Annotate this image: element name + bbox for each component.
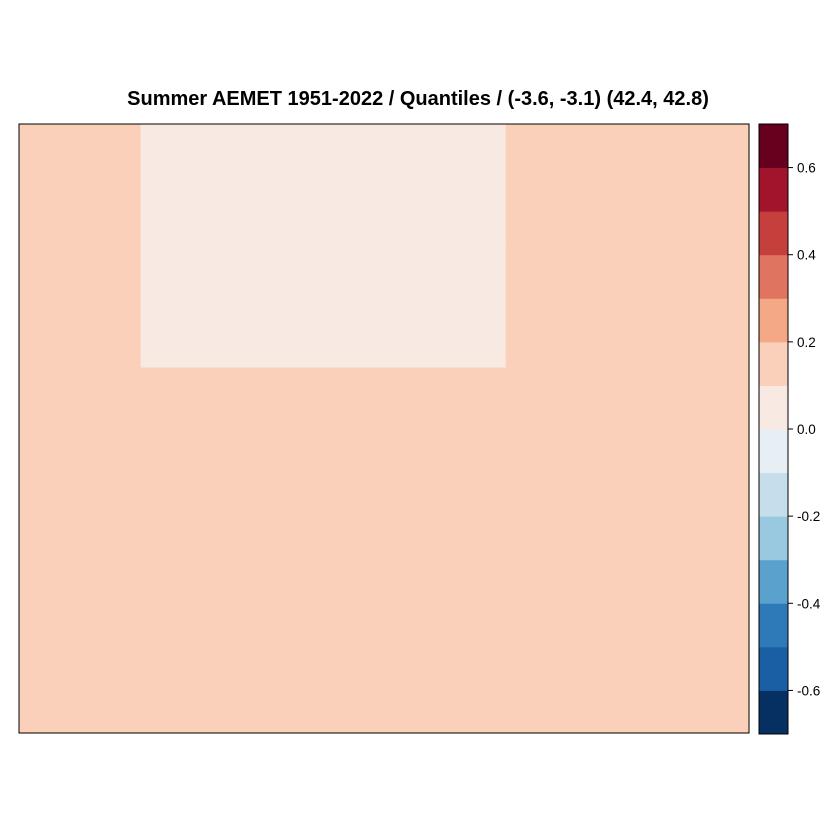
heatmap-cell — [627, 489, 750, 612]
heatmap-cell — [19, 245, 142, 369]
chart-title: Summer AEMET 1951-2022 / Quantiles / (-3… — [127, 88, 709, 110]
heatmap-cell — [384, 611, 507, 734]
heatmap-cell — [19, 124, 142, 247]
heatmap-cell — [19, 489, 142, 612]
heatmap-cell — [384, 489, 507, 612]
plot-frame — [18, 123, 750, 734]
colorbar-segment — [759, 646, 788, 691]
colorbar-segment — [759, 516, 788, 561]
colorbar-tick-label: 0.0 — [797, 422, 816, 437]
heatmap-cell — [505, 489, 628, 612]
heatmap-cell — [140, 245, 263, 369]
colorbar-segment — [759, 167, 788, 212]
heatmap-cell — [384, 367, 507, 490]
colorbar-tick-label: -0.4 — [797, 596, 821, 611]
colorbar-segment — [759, 385, 788, 430]
heatmap-cell — [140, 489, 263, 612]
heatmap-cell — [262, 124, 385, 247]
heatmap-cells — [19, 124, 750, 734]
colorbar: -0.6 -0.4 -0.2 0.0 0.2 0.4 0.6 — [758, 123, 821, 735]
heatmap-cell — [505, 245, 628, 369]
colorbar-tick-label: -0.2 — [797, 509, 820, 524]
heatmap-cell — [262, 245, 385, 369]
colorbar-segment — [759, 603, 788, 648]
heatmap-cell — [505, 367, 628, 490]
heatmap-cell — [384, 124, 507, 247]
colorbar-tick-label: 0.6 — [797, 161, 816, 176]
heatmap-cell — [262, 489, 385, 612]
heatmap-cell — [262, 611, 385, 734]
heatmap-cell — [627, 367, 750, 490]
heatmap-cell — [140, 611, 263, 734]
colorbar-tick-label: 0.2 — [797, 335, 816, 350]
heatmap-cell — [505, 124, 628, 247]
heatmap-cell — [627, 124, 750, 247]
heatmap-cell — [627, 245, 750, 369]
colorbar-tick-label: 0.4 — [797, 248, 816, 263]
colorbar-segment — [759, 559, 788, 604]
heatmap-cell — [140, 367, 263, 490]
colorbar-segment — [759, 472, 788, 517]
heatmap-cell — [384, 245, 507, 369]
colorbar-segment — [759, 124, 788, 169]
colorbar-segment — [759, 690, 788, 735]
heatmap-cell — [627, 611, 750, 734]
colorbar-segment — [759, 254, 788, 299]
colorbar-tick-label: -0.6 — [797, 683, 820, 698]
heatmap-cell — [140, 124, 263, 247]
colorbar-segment — [759, 341, 788, 386]
heatmap-cell — [505, 611, 628, 734]
heatmap-cell — [19, 367, 142, 490]
colorbar-segment — [759, 429, 788, 474]
heatmap-cell — [19, 611, 142, 734]
colorbar-segment — [759, 298, 788, 343]
colorbar-segment — [759, 211, 788, 256]
heatmap-cell — [262, 367, 385, 490]
